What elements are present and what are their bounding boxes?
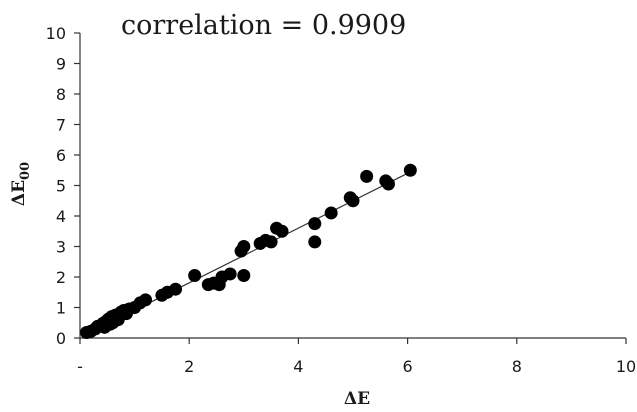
data-point xyxy=(237,240,251,253)
x-tick-label: - xyxy=(77,357,83,376)
x-tick-label: 8 xyxy=(512,357,522,376)
x-tick-label: 2 xyxy=(184,357,194,376)
y-axis-ticks: 0 1 2 3 4 5 6 7 8 9 10 xyxy=(46,24,80,348)
x-tick-label: 6 xyxy=(403,357,413,376)
data-point xyxy=(324,206,338,220)
data-point xyxy=(381,177,395,191)
data-point xyxy=(275,224,289,238)
x-axis-ticks: - 2 4 6 8 10 xyxy=(77,338,636,376)
y-axis-label: ΔE00 xyxy=(9,162,33,206)
y-tick-label: 1 xyxy=(56,299,66,318)
data-point xyxy=(360,169,374,183)
data-points xyxy=(80,163,417,340)
data-point xyxy=(308,217,322,231)
data-point xyxy=(223,267,237,281)
data-point xyxy=(403,163,417,177)
y-tick-label: 9 xyxy=(56,55,66,74)
y-tick-label: 8 xyxy=(56,85,66,104)
y-axis-label-subscript: 00 xyxy=(18,162,33,180)
x-axis-label: ΔE xyxy=(344,389,370,409)
data-point xyxy=(308,235,322,249)
x-tick-label: 10 xyxy=(616,357,636,376)
data-point xyxy=(188,268,202,282)
chart-title: correlation = 0.9909 xyxy=(121,10,406,41)
x-tick-label: 4 xyxy=(293,357,303,376)
y-tick-label: 10 xyxy=(46,24,66,43)
data-point xyxy=(169,282,183,296)
y-tick-label: 0 xyxy=(56,329,66,348)
y-tick-label: 4 xyxy=(56,207,66,226)
y-tick-label: 6 xyxy=(56,146,66,165)
y-tick-label: 5 xyxy=(56,177,66,196)
y-tick-label: 7 xyxy=(56,116,66,135)
y-tick-label: 2 xyxy=(56,268,66,287)
data-point xyxy=(237,268,251,282)
y-tick-label: 3 xyxy=(56,238,66,257)
y-axis-label-text: ΔE00 xyxy=(9,162,33,206)
data-point xyxy=(264,235,278,249)
data-point xyxy=(139,293,153,307)
y-axis-label-main: ΔE xyxy=(9,180,29,206)
data-point xyxy=(346,194,360,208)
